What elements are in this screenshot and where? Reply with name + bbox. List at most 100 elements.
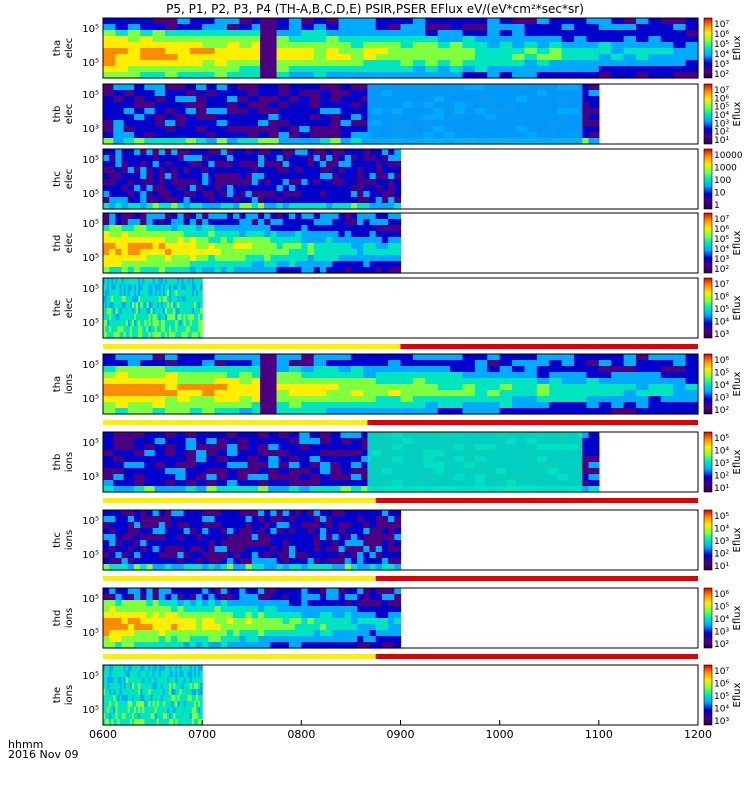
heat-cell [195,225,203,232]
heat-cell [394,231,402,238]
heat-cell [109,594,116,601]
heat-cell [150,695,154,702]
heat-cell [181,713,185,720]
heat-cell [319,612,327,619]
heat-cell [326,231,333,238]
heat-cell [245,624,253,631]
heat-cell [623,372,637,379]
heat-cell [115,552,123,559]
heat-cell [394,636,402,643]
heat-cell [185,108,197,115]
heat-cell [183,267,191,274]
heat-cell [363,261,371,268]
heat-cell [103,132,114,139]
heat-cell [142,665,145,672]
heat-cell [524,30,538,37]
heat-cell [103,444,114,451]
heat-cell [301,48,315,55]
heat-cell [357,630,364,637]
heat-cell [369,249,377,256]
heat-cell [388,396,402,403]
heat-cell [183,516,191,523]
heat-cell [361,474,373,481]
heat-cell [288,203,296,210]
heat-cell [177,149,185,156]
heat-cell [146,671,150,678]
heat-cell [611,378,625,385]
heat-cell [208,243,216,250]
heat-cell [313,564,321,571]
heat-cell [350,132,362,139]
heat-cell [257,588,265,595]
heat-cell [144,90,156,97]
heat-cell [340,96,352,103]
heat-cell [295,149,302,156]
heat-cell [144,138,156,145]
heat-cell [208,173,216,180]
heat-cell [202,396,216,403]
heat-cell [123,302,127,309]
heat-cell [549,384,563,391]
heat-cell [214,42,228,49]
heat-cell [164,197,172,204]
heat-cell [103,671,106,678]
heat-cell [226,72,240,79]
heat-cell [474,402,488,409]
heat-cell [156,671,160,678]
heat-cell [214,231,222,238]
y-tick-label: 10⁵ [82,594,99,605]
heat-cell [301,510,309,517]
heat-cell [363,219,371,226]
heat-cell [202,203,209,210]
heat-cell [257,120,269,127]
heat-cell [524,360,538,367]
heat-cell [160,284,164,291]
heat-cell [202,243,209,250]
heat-cell [115,161,123,168]
heat-cell [350,48,364,55]
heat-cell [189,642,197,649]
heat-cell [319,213,327,220]
heat-cell [103,326,106,333]
heat-cell [123,713,127,720]
heat-cell [177,60,191,67]
heat-cell [189,149,197,156]
heat-cell [363,564,371,571]
heat-cell [214,588,222,595]
heat-cell [648,378,662,385]
heat-cell [220,534,228,541]
heat-cell [350,624,358,631]
heat-cell [450,54,464,61]
heat-cell [146,594,154,601]
heat-cell [276,24,290,31]
heat-cell [586,354,600,361]
heat-cell [177,689,181,696]
heat-cell [257,132,269,139]
heat-cell [257,528,265,535]
heat-cell [164,630,172,637]
heat-cell [119,677,123,684]
heat-cell [363,231,371,238]
heat-cell [158,155,166,162]
heat-cell [115,546,123,553]
heat-cell [636,66,650,73]
heat-cell [214,173,222,180]
heat-cell [111,290,114,297]
heat-cell [375,191,383,198]
heat-cell [332,558,340,565]
heat-cell [164,24,178,31]
heat-cell [115,540,123,547]
heat-cell [251,540,259,547]
heat-cell [388,606,395,613]
heat-cell [524,54,538,61]
heat-cell [375,624,383,631]
heat-cell [288,54,302,61]
heat-cell [103,480,114,487]
heat-cell [113,90,125,97]
heat-cell [138,278,141,285]
heat-cell [109,219,116,226]
heat-cell [214,60,228,67]
heat-cell [150,719,154,726]
heat-cell [648,354,662,361]
heat-cell [437,396,451,403]
